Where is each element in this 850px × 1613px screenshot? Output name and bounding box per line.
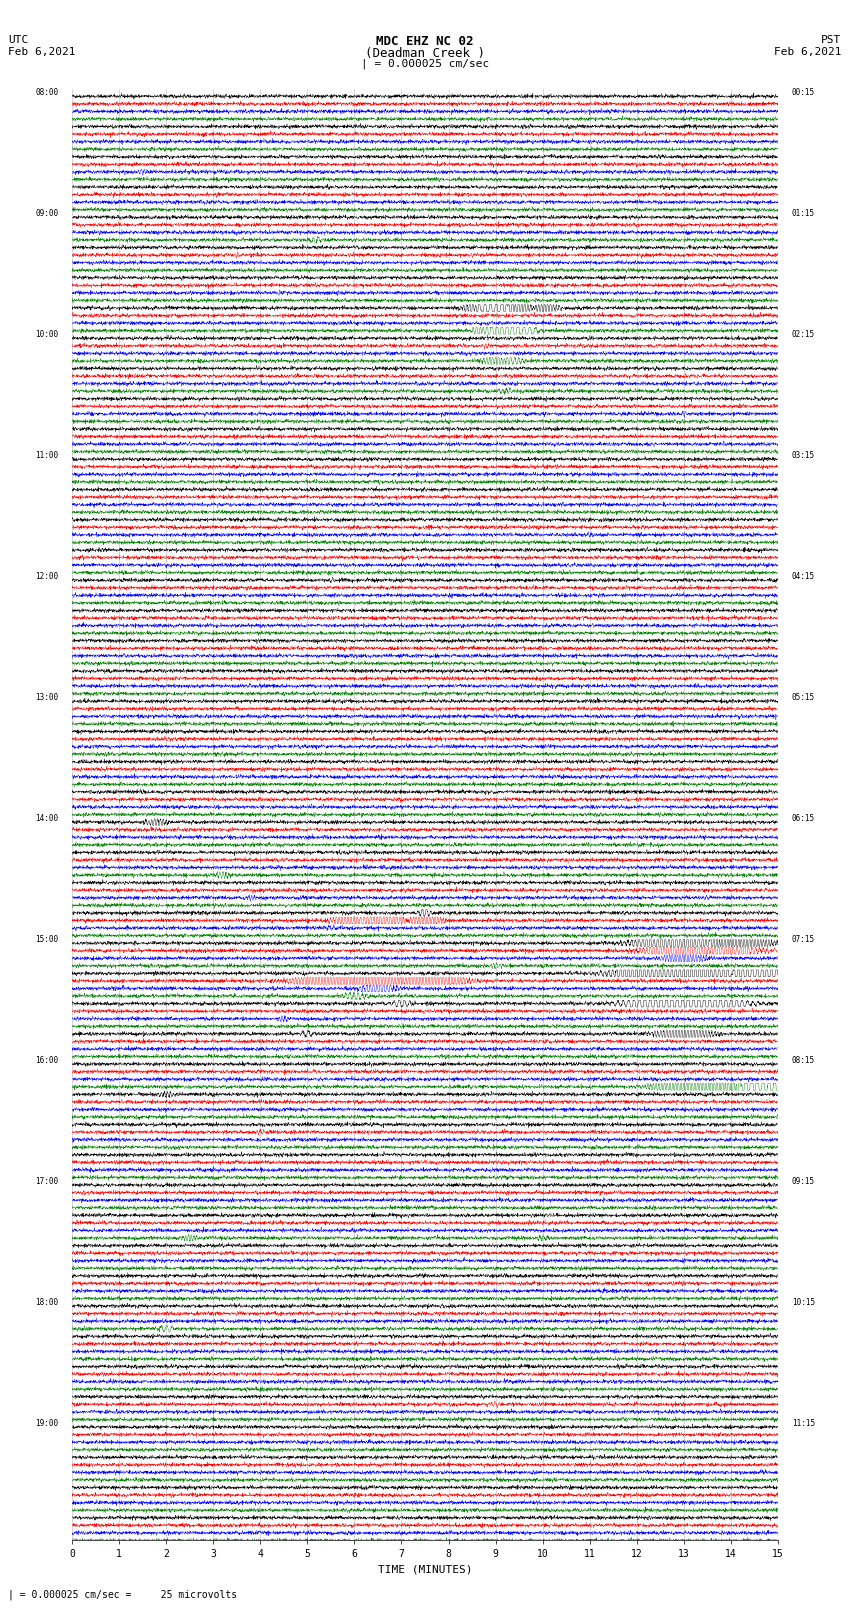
Text: 11:00: 11:00 <box>35 452 58 460</box>
Text: 02:15: 02:15 <box>792 331 815 339</box>
Text: MDC EHZ NC 02: MDC EHZ NC 02 <box>377 35 473 48</box>
Text: 05:15: 05:15 <box>792 694 815 702</box>
Text: 14:00: 14:00 <box>35 815 58 823</box>
Text: 10:00: 10:00 <box>35 331 58 339</box>
Text: Feb 6,2021: Feb 6,2021 <box>774 47 842 56</box>
Text: 07:15: 07:15 <box>792 936 815 944</box>
Text: PST: PST <box>821 35 842 45</box>
Text: 17:00: 17:00 <box>35 1177 58 1186</box>
Text: 08:00: 08:00 <box>35 89 58 97</box>
Text: 18:00: 18:00 <box>35 1298 58 1307</box>
Text: 13:00: 13:00 <box>35 694 58 702</box>
Text: 06:15: 06:15 <box>792 815 815 823</box>
Text: | = 0.000025 cm/sec =     25 microvolts: | = 0.000025 cm/sec = 25 microvolts <box>8 1589 238 1600</box>
Text: Feb 6,2021: Feb 6,2021 <box>8 47 76 56</box>
Text: 11:15: 11:15 <box>792 1419 815 1428</box>
Text: 08:15: 08:15 <box>792 1057 815 1065</box>
Text: 15:00: 15:00 <box>35 936 58 944</box>
Text: UTC: UTC <box>8 35 29 45</box>
Text: 03:15: 03:15 <box>792 452 815 460</box>
Text: 04:15: 04:15 <box>792 573 815 581</box>
Text: 16:00: 16:00 <box>35 1057 58 1065</box>
Text: | = 0.000025 cm/sec: | = 0.000025 cm/sec <box>361 58 489 69</box>
Text: 00:15: 00:15 <box>792 89 815 97</box>
Text: 09:00: 09:00 <box>35 210 58 218</box>
Text: (Deadman Creek ): (Deadman Creek ) <box>365 47 485 60</box>
Text: 19:00: 19:00 <box>35 1419 58 1428</box>
Text: 10:15: 10:15 <box>792 1298 815 1307</box>
Text: 12:00: 12:00 <box>35 573 58 581</box>
Text: 01:15: 01:15 <box>792 210 815 218</box>
Text: 09:15: 09:15 <box>792 1177 815 1186</box>
X-axis label: TIME (MINUTES): TIME (MINUTES) <box>377 1565 473 1574</box>
